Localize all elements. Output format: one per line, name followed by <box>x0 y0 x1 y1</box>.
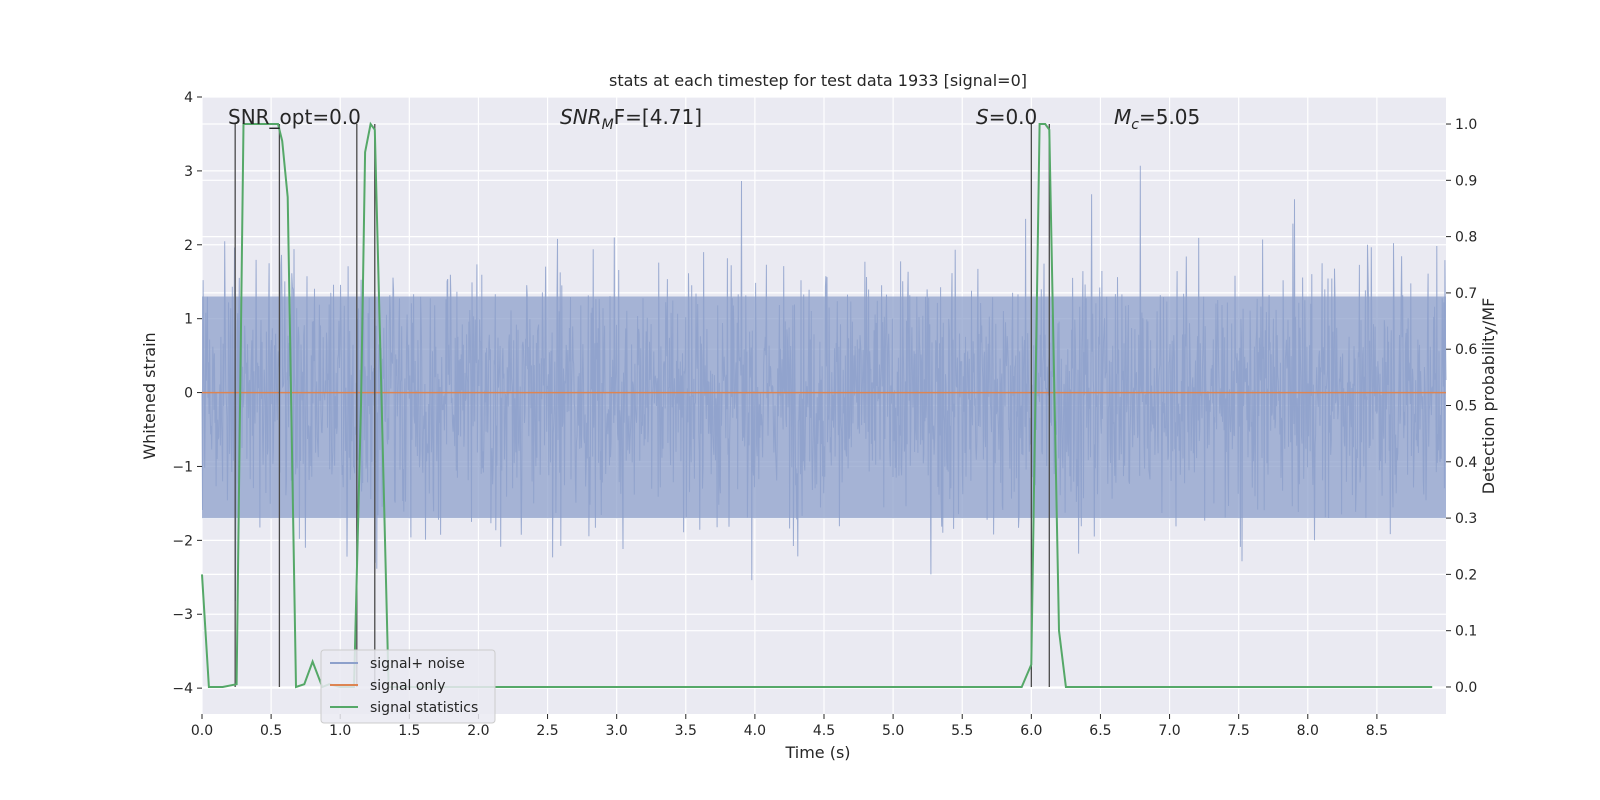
x-tick-label: 5.0 <box>882 723 904 739</box>
x-tick-label: 8.5 <box>1366 723 1388 739</box>
x-tick-label: 6.5 <box>1089 723 1111 739</box>
vertical-markers <box>234 124 1050 687</box>
y-tick-label: 1 <box>184 312 193 328</box>
y-tick-label: −2 <box>172 533 193 549</box>
y-tick-label: −4 <box>172 681 193 697</box>
x-tick-label: 3.0 <box>606 723 628 739</box>
annotation-s-symbol: S <box>976 105 989 129</box>
y2-tick-label: 0.4 <box>1455 455 1477 471</box>
x-tick-label: 6.0 <box>1020 723 1042 739</box>
x-tick-label: 4.5 <box>813 723 835 739</box>
x-tick-label: 7.0 <box>1158 723 1180 739</box>
x-axis-ticks: 0.0 0.5 1.0 1.5 2.0 2.5 3.0 3.5 4.0 4.5 5.0 5.5 6.0 6… <box>191 714 1388 739</box>
y-tick-label: −3 <box>172 607 193 623</box>
chart-title: stats at each timestep for test data 193… <box>609 71 1027 90</box>
x-tick-label: 1.5 <box>398 723 420 739</box>
annotation-snr-opt: SNR_opt=0.0 <box>228 105 361 129</box>
y2-tick-label: 1.0 <box>1455 117 1477 133</box>
y2-tick-label: 0.6 <box>1455 342 1477 358</box>
y2-tick-label: 0.5 <box>1455 399 1477 415</box>
annotation-snr-mf: SNRMF=[4.71] <box>560 105 702 133</box>
x-tick-label: 3.5 <box>675 723 697 739</box>
y-axis-ticks: 4 3 2 1 0 −1 −2 −3 −4 <box>172 90 202 697</box>
y2-axis-ticks: 1.0 0.9 0.8 0.7 0.6 0.5 0.4 0.3 0.2 0.1 0.0 <box>1446 117 1477 696</box>
x-tick-label: 4.0 <box>744 723 766 739</box>
annotation-snr-mf-value: F=[4.71] <box>614 105 702 129</box>
annotation-snr-mf-symbol: SNR <box>560 105 602 129</box>
y-axis-label: Whitened strain <box>140 332 159 459</box>
x-tick-label: 7.5 <box>1228 723 1250 739</box>
series-signal-statistics <box>201 121 1433 689</box>
y2-tick-label: 0.7 <box>1455 286 1477 302</box>
x-tick-label: 2.5 <box>536 723 558 739</box>
x-tick-label: 0.0 <box>191 723 213 739</box>
x-tick-label: 0.5 <box>260 723 282 739</box>
x-tick-label: 1.0 <box>329 723 351 739</box>
annotation-mc: Mc=5.05 <box>1114 105 1200 133</box>
y2-tick-label: 0.1 <box>1455 624 1477 640</box>
y-tick-label: 3 <box>184 164 193 180</box>
legend-box <box>320 649 496 724</box>
legend-label-signal-statistics: signal statistics <box>370 700 478 716</box>
annotation-s: S=0.0 <box>976 105 1037 129</box>
y2-tick-label: 0.9 <box>1455 173 1477 189</box>
annotation-mc-value: =5.05 <box>1139 105 1200 129</box>
y-tick-label: −1 <box>172 459 193 475</box>
x-axis-label: Time (s) <box>784 743 850 762</box>
y2-tick-label: 0.0 <box>1455 680 1477 696</box>
y-tick-label: 2 <box>184 238 193 254</box>
legend-label-signal-only: signal only <box>370 678 445 694</box>
x-tick-label: 8.0 <box>1297 723 1319 739</box>
annotation-mc-subscript: c <box>1131 117 1139 133</box>
y2-tick-label: 0.2 <box>1455 567 1477 583</box>
annotation-mc-symbol: M <box>1114 105 1131 129</box>
noise-dense-band <box>202 296 1446 519</box>
y2-axis-label: Detection probability/MF <box>1479 298 1498 495</box>
y2-tick-label: 0.8 <box>1455 230 1477 246</box>
legend-label-signal-noise: signal+ noise <box>370 656 465 672</box>
annotation-s-value: =0.0 <box>989 105 1038 129</box>
x-tick-label: 5.5 <box>951 723 973 739</box>
x-tick-label: 2.0 <box>467 723 489 739</box>
y-tick-label: 4 <box>184 90 193 106</box>
y2-tick-label: 0.3 <box>1455 511 1477 527</box>
y-tick-label: 0 <box>184 386 193 402</box>
series-signal-noise <box>201 165 1447 601</box>
legend: signal+ noise signal only signal statist… <box>320 649 496 724</box>
signal-statistics-line <box>201 121 1433 689</box>
annotation-snr-mf-subscript: M <box>602 117 614 133</box>
